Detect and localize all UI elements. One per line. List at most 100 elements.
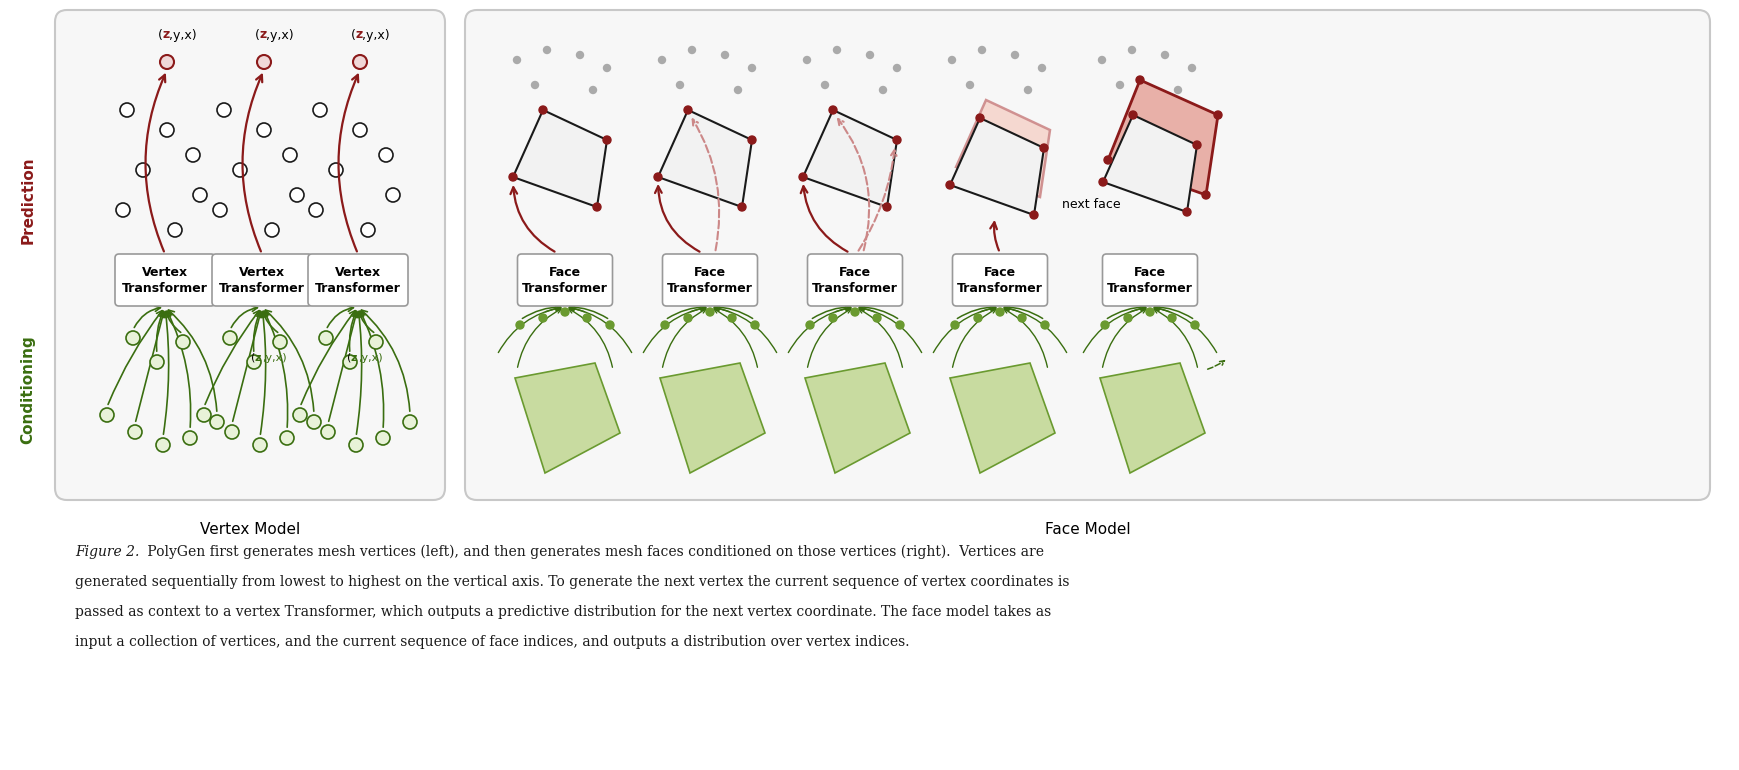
FancyArrowPatch shape (859, 306, 875, 312)
Circle shape (676, 82, 683, 89)
Circle shape (974, 314, 981, 322)
Circle shape (516, 321, 523, 329)
Circle shape (283, 148, 297, 162)
Text: Conditioning: Conditioning (21, 336, 35, 444)
Circle shape (360, 223, 376, 237)
FancyArrowPatch shape (569, 309, 612, 367)
Circle shape (257, 123, 271, 137)
Circle shape (157, 438, 170, 452)
FancyArrowPatch shape (932, 306, 995, 353)
Polygon shape (949, 363, 1054, 473)
Text: PolyGen first generates mesh vertices (left), and then generates mesh faces cond: PolyGen first generates mesh vertices (l… (143, 545, 1043, 559)
Text: (: ( (256, 28, 259, 42)
FancyBboxPatch shape (663, 254, 756, 306)
FancyArrowPatch shape (233, 312, 263, 421)
Circle shape (197, 408, 210, 422)
FancyArrowPatch shape (1207, 360, 1224, 369)
Circle shape (1038, 65, 1045, 72)
Circle shape (706, 308, 713, 316)
FancyArrowPatch shape (1153, 306, 1169, 312)
FancyArrowPatch shape (715, 306, 776, 353)
Circle shape (353, 55, 367, 69)
FancyArrowPatch shape (663, 309, 706, 367)
Circle shape (965, 82, 972, 89)
Circle shape (530, 82, 537, 89)
Circle shape (1116, 82, 1123, 89)
FancyArrowPatch shape (569, 306, 631, 353)
FancyBboxPatch shape (56, 10, 445, 500)
Circle shape (320, 425, 336, 439)
FancyArrowPatch shape (643, 306, 706, 353)
Circle shape (233, 163, 247, 177)
Circle shape (1136, 76, 1143, 84)
Polygon shape (659, 363, 765, 473)
FancyArrowPatch shape (788, 306, 850, 353)
Circle shape (892, 136, 901, 144)
FancyArrowPatch shape (301, 310, 355, 404)
FancyBboxPatch shape (308, 254, 407, 306)
Circle shape (210, 415, 224, 429)
Text: (: ( (346, 353, 351, 363)
Polygon shape (515, 363, 619, 473)
Circle shape (1010, 52, 1017, 59)
Circle shape (603, 136, 610, 144)
Circle shape (120, 103, 134, 117)
FancyArrowPatch shape (859, 304, 897, 319)
Circle shape (661, 321, 668, 329)
Circle shape (603, 65, 610, 72)
Circle shape (850, 308, 859, 316)
Circle shape (1024, 86, 1031, 93)
Circle shape (976, 114, 984, 122)
Circle shape (576, 52, 583, 59)
FancyArrowPatch shape (1083, 306, 1144, 353)
FancyArrowPatch shape (497, 306, 560, 353)
Circle shape (654, 173, 661, 181)
Text: ,y,x): ,y,x) (362, 28, 390, 42)
Polygon shape (955, 100, 1049, 197)
Circle shape (748, 65, 755, 72)
Circle shape (951, 321, 958, 329)
Circle shape (186, 148, 200, 162)
Text: Vertex
Transformer: Vertex Transformer (122, 266, 209, 294)
FancyArrowPatch shape (859, 309, 903, 367)
FancyArrowPatch shape (339, 75, 358, 252)
Text: z: z (256, 353, 261, 363)
FancyArrowPatch shape (807, 309, 850, 367)
Circle shape (833, 46, 840, 53)
FancyBboxPatch shape (212, 254, 311, 306)
Circle shape (1214, 111, 1221, 119)
FancyArrowPatch shape (261, 312, 266, 434)
Text: (: ( (250, 353, 256, 363)
Circle shape (1162, 52, 1169, 59)
Circle shape (1183, 208, 1189, 216)
FancyArrowPatch shape (165, 312, 181, 333)
FancyArrowPatch shape (800, 186, 847, 252)
Circle shape (1189, 321, 1198, 329)
Circle shape (212, 203, 226, 217)
FancyArrowPatch shape (522, 304, 560, 319)
Text: Vertex
Transformer: Vertex Transformer (219, 266, 304, 294)
Polygon shape (1099, 363, 1205, 473)
FancyArrowPatch shape (242, 75, 263, 252)
Circle shape (894, 65, 901, 72)
Circle shape (1174, 86, 1181, 93)
Circle shape (160, 123, 174, 137)
Circle shape (510, 173, 516, 181)
Circle shape (160, 55, 174, 69)
Circle shape (343, 355, 356, 369)
FancyArrowPatch shape (692, 119, 718, 250)
Circle shape (176, 335, 190, 349)
FancyArrowPatch shape (715, 306, 729, 312)
FancyArrowPatch shape (569, 304, 607, 319)
FancyArrowPatch shape (951, 309, 995, 367)
Circle shape (873, 314, 880, 322)
Circle shape (593, 203, 600, 211)
FancyArrowPatch shape (956, 304, 995, 319)
FancyArrowPatch shape (859, 306, 922, 353)
Text: Face Model: Face Model (1043, 522, 1130, 537)
Polygon shape (802, 110, 897, 207)
Circle shape (1097, 56, 1104, 63)
Polygon shape (1103, 115, 1196, 212)
Circle shape (995, 308, 1003, 316)
Circle shape (560, 308, 569, 316)
